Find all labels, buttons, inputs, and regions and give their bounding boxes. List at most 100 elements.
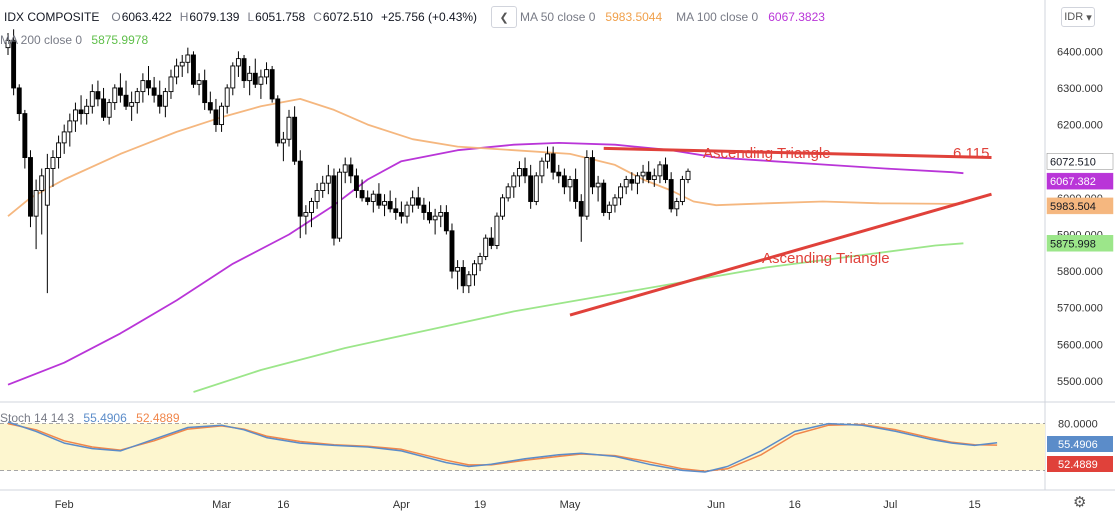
- candle: [134, 87, 140, 114]
- change-value: +25.756 (+0.43%): [380, 10, 478, 24]
- candle: [511, 172, 517, 198]
- candle: [410, 190, 416, 213]
- candle-down: [663, 164, 668, 180]
- candle-up: [539, 160, 545, 177]
- candle: [359, 179, 365, 202]
- candle-up: [5, 39, 11, 49]
- stoch-label[interactable]: Stoch 14 14 3: [0, 411, 75, 425]
- candle: [370, 190, 376, 213]
- candle: [584, 150, 590, 220]
- high-value: 6079.139: [189, 10, 240, 24]
- candle-down: [601, 182, 607, 213]
- ma100-line: [7, 142, 964, 386]
- candle: [427, 201, 432, 224]
- candle: [191, 51, 196, 88]
- candle-up: [511, 175, 517, 188]
- candle-down: [376, 193, 382, 206]
- candle: [101, 87, 106, 121]
- candle: [657, 161, 663, 184]
- stoch-band: [0, 423, 1045, 471]
- candle: [56, 135, 62, 169]
- candle-up: [56, 142, 62, 158]
- candle-down: [22, 113, 28, 158]
- candle: [179, 54, 185, 77]
- candle: [162, 87, 168, 118]
- candle: [337, 168, 343, 242]
- candle: [651, 168, 657, 187]
- candle: [438, 205, 444, 228]
- candle: [483, 234, 489, 261]
- candle-up: [685, 170, 691, 180]
- candle-up: [174, 65, 180, 78]
- candle-down: [207, 102, 213, 111]
- candle-up: [314, 190, 320, 202]
- candle: [325, 164, 331, 195]
- candle: [353, 168, 359, 198]
- candle: [590, 150, 595, 195]
- candle: [561, 168, 567, 195]
- time-tick-label: 19: [474, 499, 486, 511]
- candle-down: [123, 94, 129, 107]
- candle: [376, 183, 382, 209]
- candle: [224, 84, 230, 114]
- candle: [516, 161, 522, 187]
- candle: [286, 109, 292, 147]
- candle: [157, 80, 163, 114]
- ma100-label[interactable]: MA 100 close 0: [676, 10, 759, 24]
- ma50-value: 5983.5044: [605, 10, 663, 24]
- currency-selector[interactable]: IDR ▾: [1061, 7, 1095, 27]
- candle: [50, 150, 56, 187]
- candle-down: [449, 230, 455, 272]
- candle: [668, 172, 674, 213]
- chevron-left-icon[interactable]: ❮: [491, 6, 518, 28]
- candle-up: [337, 171, 343, 239]
- open-value: 6063.422: [121, 10, 172, 24]
- candle-up: [67, 120, 73, 133]
- gear-icon[interactable]: ⚙: [1073, 494, 1087, 511]
- annotation-lower-label: Ascending Triangle: [762, 250, 890, 267]
- candle: [601, 179, 607, 217]
- candle-down: [348, 164, 354, 177]
- candle: [393, 197, 399, 220]
- candle-up: [584, 157, 590, 217]
- symbol-name[interactable]: IDX COMPOSITE: [4, 10, 100, 24]
- low-value: 6051.758: [255, 10, 306, 24]
- candle-down: [353, 175, 359, 191]
- candle-up: [72, 109, 78, 122]
- stoch-legend: Stoch 14 14 3 55.4906 52.4889: [0, 411, 186, 425]
- candle: [22, 109, 28, 169]
- candle: [477, 252, 483, 272]
- candle-up: [39, 175, 45, 191]
- ma200-label[interactable]: MA 200 close 0: [0, 33, 83, 47]
- price-tick-label: 6200.000: [1057, 120, 1103, 132]
- close-label: C: [313, 10, 322, 24]
- candle-up: [595, 182, 601, 188]
- ma50-label[interactable]: MA 50 close 0: [520, 10, 596, 24]
- candle: [679, 175, 685, 206]
- candle: [5, 32, 11, 55]
- candle: [28, 150, 33, 228]
- candle-up: [84, 105, 90, 115]
- candle-down: [398, 212, 404, 217]
- candle: [500, 194, 506, 220]
- candle-up: [235, 58, 241, 67]
- candle: [623, 175, 629, 195]
- candle: [472, 260, 477, 286]
- candle: [539, 157, 545, 184]
- candle-up: [179, 61, 185, 67]
- candle: [674, 197, 680, 217]
- candle: [117, 73, 123, 103]
- candle-up: [657, 164, 663, 177]
- candle-down: [331, 175, 337, 239]
- candle-up: [533, 175, 539, 202]
- candle-down: [28, 157, 33, 217]
- candle-up: [606, 204, 612, 213]
- candle-down: [556, 171, 562, 177]
- candle: [505, 183, 511, 202]
- candle-down: [292, 116, 298, 162]
- candle-up: [477, 256, 483, 265]
- candle: [202, 69, 208, 110]
- ma200-value: 5875.9978: [91, 33, 149, 47]
- candle: [634, 172, 640, 195]
